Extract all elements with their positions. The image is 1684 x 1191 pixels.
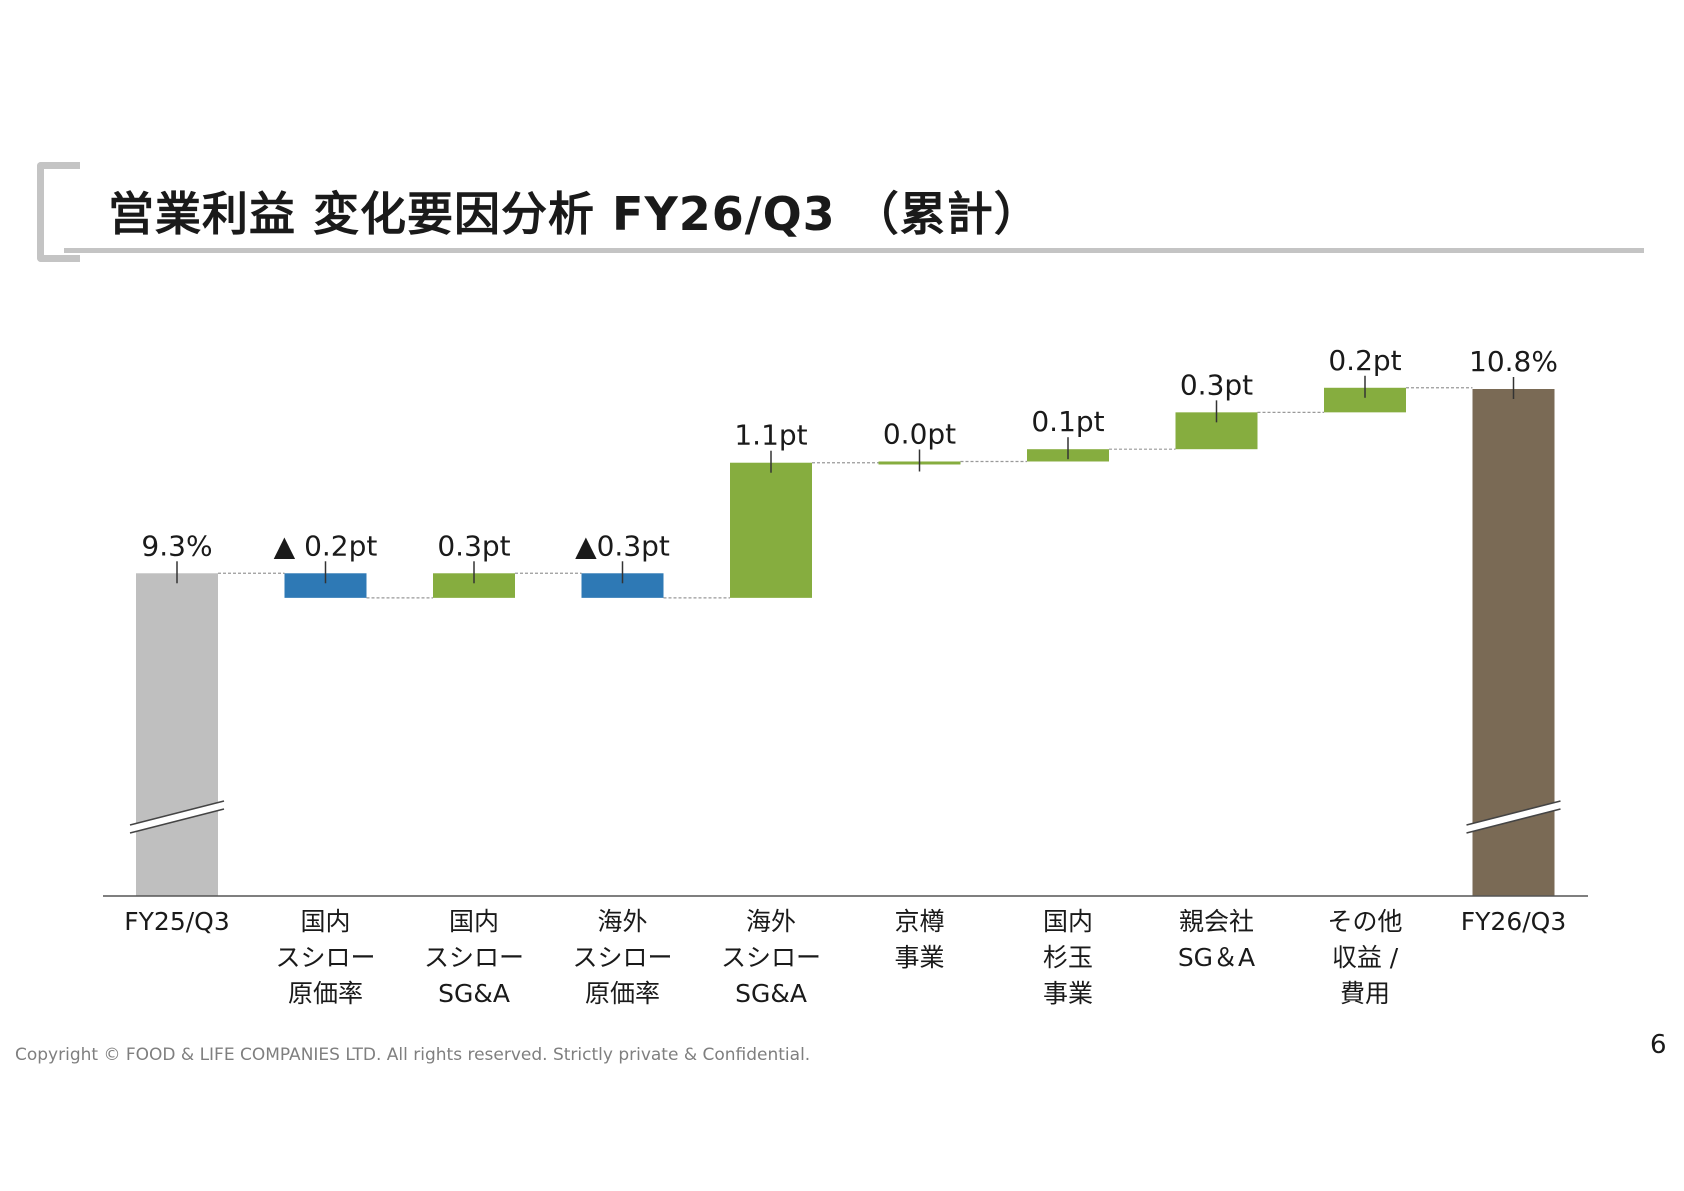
bar-label-4: 1.1pt xyxy=(734,419,807,452)
bar-label-5: 0.0pt xyxy=(883,417,956,450)
title-bracket-cap xyxy=(64,162,80,262)
slide-title: 営業利益 変化要因分析 FY26/Q3 （累計） xyxy=(108,187,1041,241)
category-label-9: FY26/Q3 xyxy=(1460,907,1567,936)
axis-break-line-a-9 xyxy=(1466,800,1561,826)
bar-label-3: ▲0.3pt xyxy=(575,529,670,562)
copyright-footer: Copyright © FOOD & LIFE COMPANIES LTD. A… xyxy=(15,1045,811,1065)
category-label-8: その他 収益 / 費用 xyxy=(1327,907,1403,1008)
axis-break-9 xyxy=(1466,801,1561,833)
category-label-4: 海外 スシロー SG&A xyxy=(720,907,821,1008)
axis-break-line-a-0 xyxy=(129,800,225,826)
category-label-3: 海外 スシロー 原価率 xyxy=(572,907,673,1008)
bar-0 xyxy=(136,573,218,896)
bar-label-1: ▲ 0.2pt xyxy=(274,529,378,562)
bar-label-6: 0.1pt xyxy=(1031,405,1104,438)
axis-break-line-b-0 xyxy=(129,808,225,834)
category-label-6: 国内 杉玉 事業 xyxy=(1042,907,1093,1008)
bar-label-8: 0.2pt xyxy=(1328,344,1401,377)
bar-label-7: 0.3pt xyxy=(1180,368,1253,401)
page-number: 6 xyxy=(1650,1030,1667,1060)
category-label-5: 京樽 事業 xyxy=(894,907,945,972)
axis-break-0 xyxy=(130,801,224,833)
category-label-7: 親会社 SG＆A xyxy=(1177,907,1256,972)
bar-4 xyxy=(730,462,812,598)
bar-label-9: 10.8% xyxy=(1469,345,1558,378)
category-label-1: 国内 スシロー 原価率 xyxy=(275,907,376,1008)
bar-label-0: 9.3% xyxy=(141,529,212,562)
category-label-2: 国内 スシロー SG&A xyxy=(423,907,524,1008)
axis-break-line-b-9 xyxy=(1466,808,1561,834)
title-bracket xyxy=(37,162,71,262)
category-label-0: FY25/Q3 xyxy=(124,907,230,936)
bar-label-2: 0.3pt xyxy=(437,529,510,562)
title-divider xyxy=(64,248,1644,253)
